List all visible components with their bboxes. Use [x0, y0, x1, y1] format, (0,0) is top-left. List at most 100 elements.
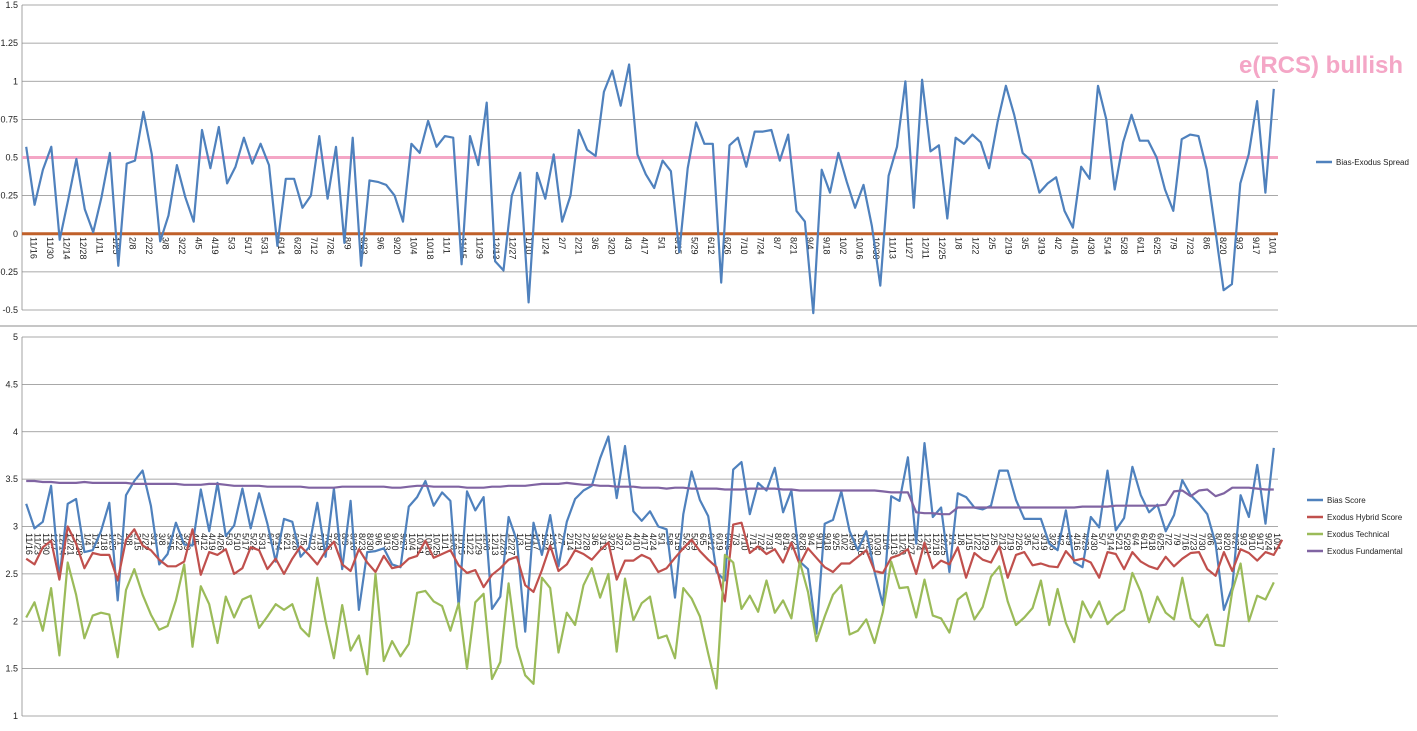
x-tick-label: 5/28: [1122, 533, 1132, 551]
x-tick-label: 4/17: [640, 533, 650, 551]
x-tick-label: 2/5: [989, 533, 999, 546]
x-tick-label: 10/18: [423, 533, 433, 556]
y-tick-label: 3: [13, 522, 18, 532]
x-tick-label: 1/22: [970, 237, 980, 255]
x-tick-label: 11/13: [889, 533, 899, 555]
x-tick-label: 6/25: [1155, 533, 1165, 551]
x-tick-label: 3/12: [1031, 533, 1041, 551]
x-tick-label: 4/26: [215, 533, 225, 551]
x-tick-label: 9/6: [375, 237, 385, 250]
x-tick-label: 5/24: [249, 533, 259, 551]
y-tick-label: 2: [13, 616, 18, 626]
y-tick-label: -0.5: [2, 305, 18, 315]
x-tick-label: 4/30: [1086, 237, 1096, 255]
x-tick-label: 3/20: [607, 237, 617, 255]
spread-chart-series: [25, 63, 1275, 315]
x-tick-label: 8/20: [1222, 533, 1232, 551]
x-tick-label: 5/15: [673, 533, 683, 551]
x-tick-label: 3/20: [606, 533, 616, 551]
x-tick-label: 8/20: [1218, 237, 1228, 255]
x-tick-label: 8/7: [772, 237, 782, 250]
x-tick-label: 1/24: [541, 237, 551, 255]
x-tick-label: 4/5: [191, 533, 201, 546]
x-tick-label: 7/10: [739, 533, 749, 551]
x-tick-label: 9/17: [1255, 533, 1265, 551]
y-tick-label: 0.25: [0, 191, 18, 201]
x-tick-label: 12/13: [491, 237, 501, 260]
x-tick-label: 3/5: [1020, 237, 1030, 250]
x-tick-label: 11/20: [898, 533, 908, 555]
series-line: [25, 553, 1275, 690]
x-tick-label: 11/1: [441, 237, 451, 254]
y-tick-label: 0.75: [0, 114, 18, 124]
x-tick-label: 5/8: [665, 533, 675, 546]
x-tick-label: 4/17: [640, 237, 650, 255]
x-tick-label: 4/16: [1069, 237, 1079, 255]
x-tick-label: 1/15: [964, 533, 974, 551]
y-tick-label: 1: [13, 711, 18, 721]
x-tick-label: 1/17: [532, 533, 542, 551]
x-tick-label: 8/27: [1230, 533, 1240, 551]
x-tick-label: 7/24: [756, 533, 766, 551]
x-tick-label: 1/18: [99, 533, 109, 551]
x-tick-label: 8/9: [342, 237, 352, 250]
x-tick-label: 9/20: [390, 533, 400, 551]
x-tick-label: 4/19: [207, 533, 217, 551]
x-tick-label: 5/14: [1102, 237, 1112, 255]
x-tick-label: 7/9: [1172, 533, 1182, 546]
x-tick-label: 12/11: [922, 533, 932, 555]
x-tick-label: 2/1: [116, 533, 126, 546]
legend-label: Exodus Fundamental: [1327, 547, 1403, 556]
x-tick-label: 10/4: [408, 237, 418, 255]
x-tick-label: 7/12: [307, 533, 317, 551]
x-tick-label: 4/30: [1089, 533, 1099, 551]
x-tick-label: 11/1: [440, 533, 450, 550]
x-tick-label: 7/5: [299, 533, 309, 546]
legend-label: Bias Score: [1327, 496, 1366, 505]
x-tick-label: 2/14: [565, 533, 575, 551]
x-tick-label: 9/13: [382, 533, 392, 551]
x-tick-label: 6/14: [276, 237, 286, 255]
x-tick-label: 1/8: [956, 533, 966, 546]
x-tick-label: 3/5: [1022, 533, 1032, 546]
x-tick-label: 12/7: [49, 533, 59, 551]
x-tick-label: 5/1: [656, 533, 666, 546]
x-tick-label: 12/11: [921, 237, 931, 259]
x-tick-label: 2/21: [573, 533, 583, 551]
x-tick-label: 3/8: [157, 533, 167, 546]
scores-chart: 11.522.533.544.55 11/1611/2311/3012/712/…: [5, 332, 1402, 721]
x-tick-label: 3/22: [174, 533, 184, 551]
x-tick-label: 5/7: [1097, 533, 1107, 546]
x-tick-label: 11/30: [45, 237, 55, 259]
y-tick-label: 0: [13, 229, 18, 239]
x-tick-label: 4/3: [623, 533, 633, 546]
x-tick-label: 4/3: [623, 237, 633, 250]
y-tick-label: 4: [13, 427, 18, 437]
x-tick-label: 7/30: [1197, 533, 1207, 551]
scores-chart-series: [25, 435, 1284, 690]
x-tick-label: 9/4: [806, 533, 816, 546]
x-tick-label: 5/31: [260, 237, 270, 255]
x-tick-label: 5/22: [681, 533, 691, 551]
x-tick-label: 4/19: [210, 237, 220, 255]
x-tick-label: 7/23: [1189, 533, 1199, 551]
x-tick-label: 1/4: [82, 533, 92, 546]
x-tick-label: 6/5: [698, 533, 708, 546]
x-tick-label: 7/26: [324, 533, 334, 551]
x-tick-label: 8/28: [798, 533, 808, 551]
x-tick-label: 11/23: [32, 533, 42, 555]
x-tick-label: 6/26: [722, 237, 732, 255]
x-tick-label: 10/2: [838, 237, 848, 255]
x-tick-label: 11/16: [28, 237, 38, 259]
x-tick-label: 3/19: [1039, 533, 1049, 551]
x-tick-label: 2/8: [124, 533, 134, 546]
x-tick-label: 3/22: [177, 237, 187, 255]
x-tick-label: 7/24: [755, 237, 765, 255]
x-tick-label: 4/2: [1053, 237, 1063, 250]
x-tick-label: 11/6: [881, 533, 891, 550]
x-tick-label: 7/2: [1164, 533, 1174, 546]
x-tick-label: 9/4: [805, 237, 815, 250]
x-tick-label: 10/11: [415, 533, 425, 555]
x-tick-label: 6/12: [706, 237, 716, 255]
spread-chart-x-axis: 11/16 11/30 12/14 12/28 1/11 1/25 2/8 2/22 3/8 3/…: [28, 237, 1277, 260]
